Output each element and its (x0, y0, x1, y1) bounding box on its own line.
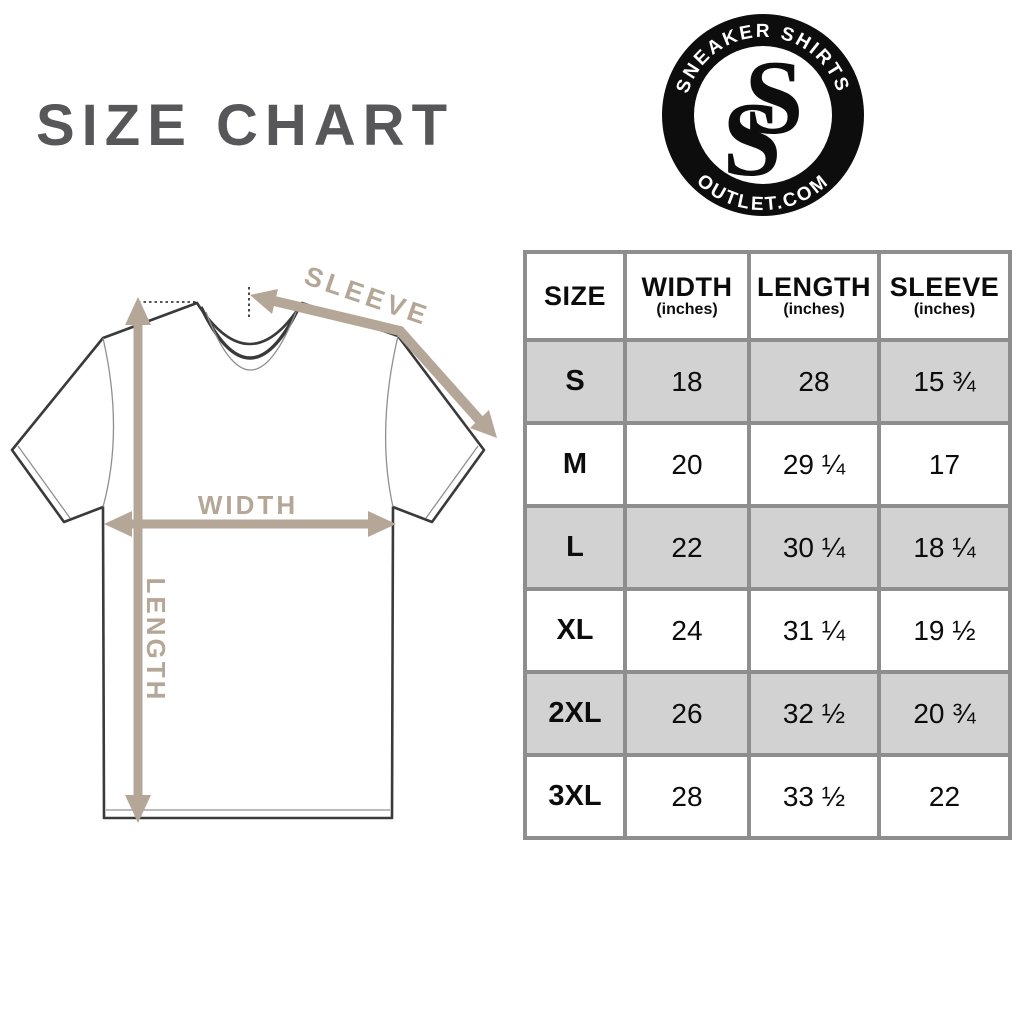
logo-monogram: S S (723, 39, 804, 198)
cell-size: 3XL (523, 753, 627, 840)
brand-logo: SNEAKER SHIRTS OUTLET.COM S S (656, 8, 870, 222)
header-cell-sleeve: SLEEVE (inches) (877, 250, 1012, 342)
cell-size: 2XL (523, 670, 627, 757)
cell-width: 26 (623, 670, 751, 757)
size-table: SIZE WIDTH (inches) LENGTH (inches) SLEE… (523, 250, 1012, 840)
brand-logo-svg: SNEAKER SHIRTS OUTLET.COM S S (662, 14, 864, 216)
cell-size: L (523, 504, 627, 591)
header-label: SIZE (543, 280, 606, 311)
sleeve-seam-right (384, 335, 399, 508)
cell-sleeve: 19 ½ (877, 587, 1012, 674)
cell-size: XL (523, 587, 627, 674)
table-row-xl: XL 24 31 ¼ 19 ½ (523, 587, 1012, 674)
tshirt-diagram: LENGTH WIDTH SLEEVE (0, 258, 516, 870)
cell-width: 20 (623, 421, 751, 508)
width-arrow (104, 511, 396, 537)
cell-sleeve: 17 (877, 421, 1012, 508)
header-cell-width: WIDTH (inches) (623, 250, 751, 342)
header-cell-size: SIZE (523, 250, 627, 342)
cell-length: 33 ½ (747, 753, 881, 840)
collar-seam-line (205, 311, 297, 371)
table-row-m: M 20 29 ¼ 17 (523, 421, 1012, 508)
cell-sleeve: 15 ¾ (877, 338, 1012, 425)
logo-inner-disc (694, 46, 832, 184)
cell-length: 29 ¼ (747, 421, 881, 508)
cell-width: 24 (623, 587, 751, 674)
length-label: LENGTH (141, 578, 171, 703)
cell-length: 30 ¼ (747, 504, 881, 591)
tshirt-diagram-svg: LENGTH WIDTH SLEEVE (10, 261, 497, 823)
sleeve-arrow (250, 289, 497, 438)
table-header-row: SIZE WIDTH (inches) LENGTH (inches) SLEE… (523, 250, 1012, 342)
cell-length: 28 (747, 338, 881, 425)
cuff-line-left (17, 445, 71, 519)
table-row-3xl: 3XL 28 33 ½ 22 (523, 753, 1012, 840)
header-label: LENGTH (757, 272, 871, 303)
cell-width: 22 (623, 504, 751, 591)
cuff-line-right (425, 445, 479, 519)
cell-width: 28 (623, 753, 751, 840)
header-unit: (inches) (656, 301, 718, 319)
cell-sleeve: 22 (877, 753, 1012, 840)
header-unit: (inches) (783, 301, 845, 319)
cell-sleeve: 18 ¼ (877, 504, 1012, 591)
tshirt-outline (10, 301, 486, 820)
header-label: SLEEVE (889, 272, 1000, 303)
header-label: WIDTH (641, 272, 733, 303)
cell-width: 18 (623, 338, 751, 425)
cell-length: 31 ¼ (747, 587, 881, 674)
table-row-s: S 18 28 15 ¾ (523, 338, 1012, 425)
header-unit: (inches) (913, 301, 976, 319)
cell-sleeve: 20 ¾ (877, 670, 1012, 757)
cell-size: M (523, 421, 627, 508)
logo-monogram-back-s: S (723, 81, 782, 198)
width-label: WIDTH (198, 490, 298, 520)
cell-size: S (523, 338, 627, 425)
length-arrow (125, 297, 151, 823)
header-cell-length: LENGTH (inches) (747, 250, 881, 342)
logo-monogram-front-s: S (745, 39, 804, 156)
table-row-2xl: 2XL 26 32 ½ 20 ¾ (523, 670, 1012, 757)
page-title: SIZE CHART (36, 93, 454, 158)
sleeve-seam-left (102, 337, 115, 508)
cell-length: 32 ½ (747, 670, 881, 757)
table-row-l: L 22 30 ¼ 18 ¼ (523, 504, 1012, 591)
